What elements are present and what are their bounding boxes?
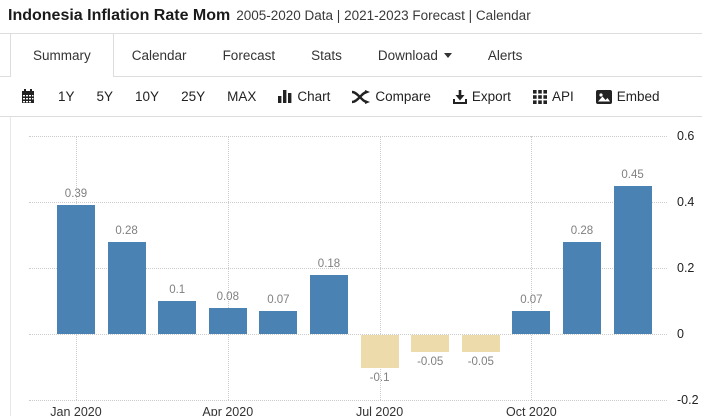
bar[interactable]: [107, 241, 146, 334]
bar[interactable]: [411, 335, 450, 352]
x-axis-tick-label: Oct 2020: [506, 405, 557, 416]
bar-value-label: 0.39: [64, 188, 88, 201]
range-label: 5Y: [96, 89, 114, 104]
page-subtitle: 2005-2020 Data | 2021-2023 Forecast | Ca…: [236, 8, 531, 23]
range-25y-button[interactable]: 25Y: [181, 89, 205, 104]
calendar-icon[interactable]: [20, 88, 36, 105]
x-gridline: [379, 136, 381, 400]
bar-value-label: -0.05: [417, 355, 444, 368]
page-title: Indonesia Inflation Rate Mom: [8, 7, 231, 24]
bar[interactable]: [512, 310, 551, 334]
caret-down-icon: [443, 52, 452, 58]
chart-toolbar: 1Y 5Y 10Y 25Y MAX Chart Compare Export: [0, 77, 702, 117]
range-10y-button[interactable]: 10Y: [135, 89, 159, 104]
y-gridline: [29, 334, 667, 335]
y-axis-tick-label: 0.4: [677, 195, 695, 209]
bar[interactable]: [563, 241, 601, 334]
x-axis-tick-label: Apr 2020: [202, 405, 254, 416]
bar-chart-icon: [278, 90, 292, 103]
compare-button[interactable]: Compare: [352, 89, 431, 104]
y-axis-tick-label: 0.2: [677, 261, 695, 275]
range-label: MAX: [227, 89, 257, 104]
tab-stats[interactable]: Stats: [293, 34, 360, 76]
y-axis-tick-label: 0: [677, 327, 684, 341]
tab-forecast[interactable]: Forecast: [205, 34, 294, 76]
bar-value-label: 0.45: [621, 168, 644, 181]
tab-summary[interactable]: Summary: [10, 34, 114, 77]
bar-value-label: -0.1: [369, 372, 390, 384]
bar-value-label: 0.28: [115, 224, 138, 237]
range-label: 1Y: [58, 89, 75, 104]
page-header: Indonesia Inflation Rate Mom 2005-2020 Da…: [0, 0, 702, 33]
chart-area: 0.6 0.4 0.2 0 -0.2 Jan 2020 Apr 2020 Jul 2020 Oc…: [10, 117, 702, 416]
bar-value-label: 0.28: [570, 224, 594, 237]
y-axis-tick-label: 0.6: [677, 129, 695, 143]
bar-value-label: 0.07: [520, 293, 543, 306]
tab-label: Stats: [311, 47, 342, 63]
range-label: 25Y: [181, 89, 206, 104]
embed-image-icon: [595, 89, 612, 104]
y-gridline: [29, 400, 667, 401]
tab-alerts[interactable]: Alerts: [470, 34, 541, 76]
range-max-button[interactable]: MAX: [227, 89, 256, 104]
range-5y-button[interactable]: 5Y: [97, 89, 114, 104]
y-gridline: [29, 136, 667, 137]
tab-calendar[interactable]: Calendar: [114, 34, 205, 76]
x-axis-tick-label: Jan 2020: [50, 405, 102, 416]
range-1y-button[interactable]: 1Y: [58, 89, 75, 104]
action-label: Export: [471, 89, 511, 104]
api-button[interactable]: API: [532, 89, 574, 104]
tab-bar: Summary Calendar Forecast Stats Download…: [0, 33, 702, 77]
bar-value-label: 0.18: [317, 257, 341, 270]
tab-download[interactable]: Download: [360, 34, 470, 76]
bar-value-label: 0.07: [267, 293, 290, 306]
export-button[interactable]: Export: [452, 89, 511, 104]
action-label: Chart: [297, 89, 331, 104]
export-download-icon: [452, 89, 467, 104]
bar[interactable]: [259, 310, 298, 334]
bar-value-label: 0.1: [169, 284, 186, 296]
bar[interactable]: [360, 335, 399, 368]
tab-label: Download: [377, 47, 438, 63]
tab-label: Forecast: [222, 47, 276, 63]
bar[interactable]: [310, 274, 348, 334]
action-label: API: [551, 89, 574, 104]
x-axis-tick-label: Jul 2020: [355, 405, 404, 416]
bar[interactable]: [57, 205, 95, 334]
y-gridline: [29, 268, 667, 269]
range-label: 10Y: [135, 89, 160, 104]
bar[interactable]: [461, 335, 500, 352]
chart-type-button[interactable]: Chart: [278, 89, 330, 104]
x-gridline: [227, 136, 229, 400]
y-axis-tick-label: -0.2: [677, 393, 699, 407]
tab-label: Calendar: [131, 47, 187, 63]
action-label: Compare: [375, 89, 431, 104]
y-gridline: [29, 202, 667, 203]
bar-value-label: -0.05: [467, 355, 494, 368]
bar[interactable]: [158, 301, 197, 334]
bar[interactable]: [208, 307, 247, 334]
x-gridline: [531, 136, 533, 400]
compare-shuffle-icon: [352, 89, 371, 104]
api-grid-icon: [532, 89, 547, 104]
bar-value-label: 0.08: [216, 290, 239, 303]
embed-button[interactable]: Embed: [595, 89, 660, 104]
bar[interactable]: [613, 185, 652, 334]
action-label: Embed: [616, 89, 660, 104]
tab-label: Alerts: [487, 47, 523, 63]
tab-label: Summary: [33, 48, 91, 63]
